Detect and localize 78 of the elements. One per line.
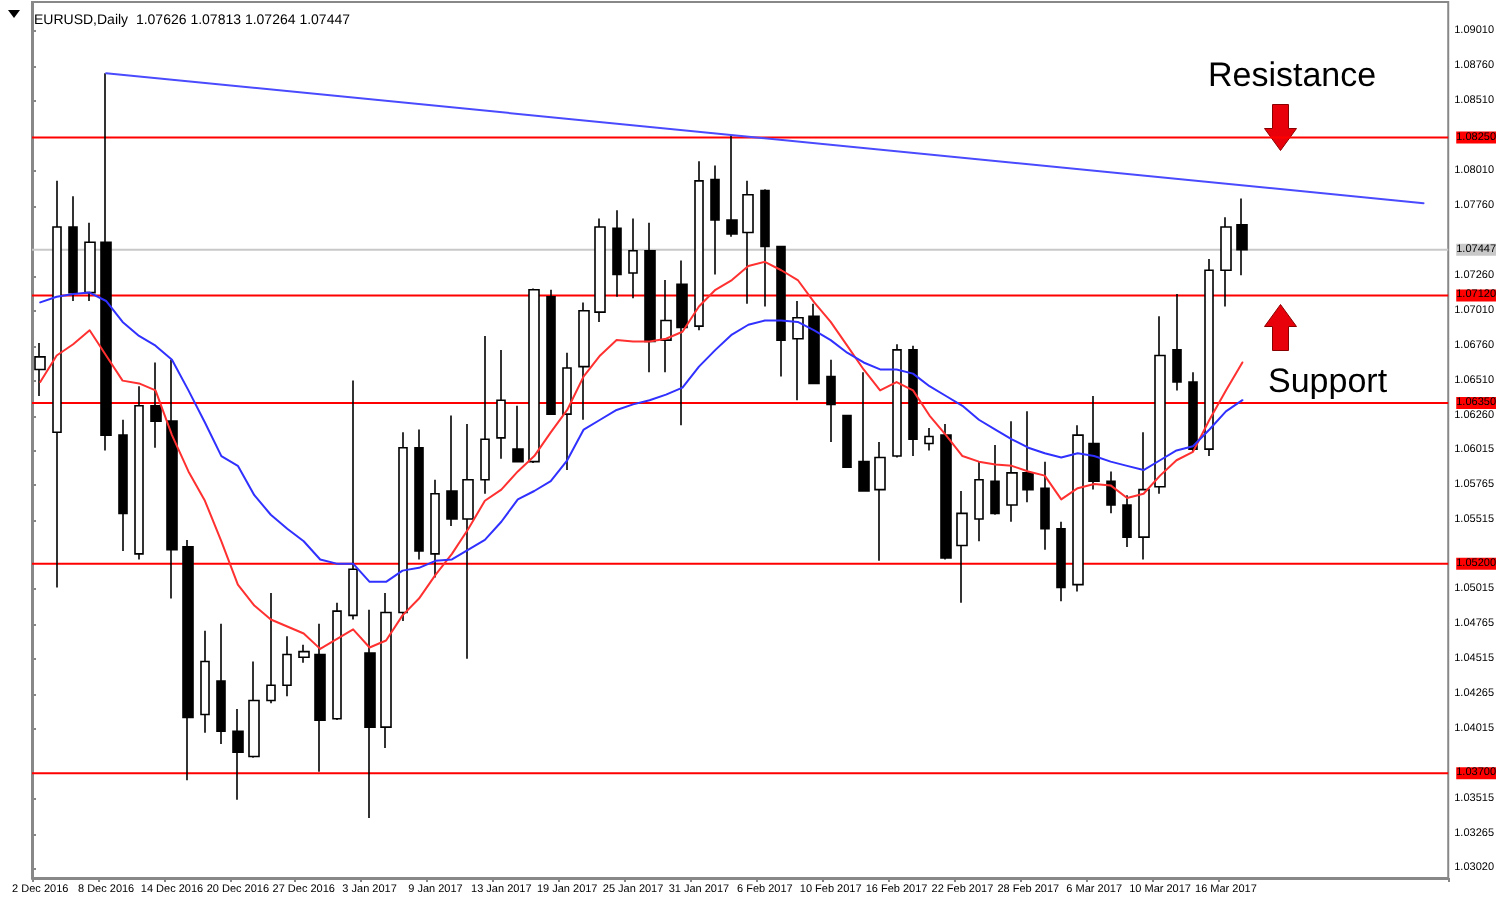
candlestick bbox=[858, 371, 870, 492]
candlestick bbox=[676, 259, 688, 427]
candlestick bbox=[842, 414, 852, 469]
candlestick bbox=[282, 635, 292, 698]
candlestick bbox=[908, 344, 918, 457]
candlestick bbox=[660, 279, 672, 374]
candlestick bbox=[52, 180, 62, 589]
candlestick bbox=[480, 335, 490, 495]
candlestick bbox=[1088, 395, 1100, 491]
candlestick bbox=[68, 195, 78, 302]
candlestick bbox=[990, 444, 1000, 516]
candlestick bbox=[216, 622, 226, 745]
candlestick bbox=[594, 217, 606, 323]
candlestick bbox=[1188, 371, 1198, 453]
candlestick bbox=[1172, 293, 1182, 392]
candlestick bbox=[150, 361, 162, 449]
candlestick bbox=[776, 245, 786, 378]
candlestick bbox=[742, 180, 754, 305]
candlestick bbox=[34, 342, 46, 397]
candlestick bbox=[792, 300, 804, 401]
candlestick bbox=[84, 221, 96, 302]
candlestick bbox=[166, 358, 178, 600]
candlestick bbox=[232, 708, 244, 801]
candlestick bbox=[760, 188, 770, 308]
candlestick bbox=[200, 629, 210, 734]
line-series bbox=[39, 260, 1244, 650]
candlestick bbox=[528, 287, 540, 464]
candlestick bbox=[298, 643, 310, 664]
candlestick bbox=[414, 428, 424, 561]
candlestick bbox=[644, 221, 656, 374]
candlestick bbox=[496, 349, 506, 460]
annotation: Resistance bbox=[1208, 56, 1377, 94]
candlestick bbox=[1122, 494, 1132, 548]
candlestick bbox=[1072, 424, 1084, 593]
candlestick bbox=[562, 351, 572, 471]
candlestick bbox=[332, 601, 342, 721]
candlestick bbox=[118, 418, 128, 552]
candlestick bbox=[612, 209, 622, 298]
candlestick bbox=[134, 385, 144, 561]
candlestick bbox=[348, 379, 358, 621]
candlestick bbox=[398, 431, 408, 622]
line-series bbox=[39, 291, 1244, 583]
candlestick bbox=[1056, 520, 1066, 603]
candlestick bbox=[694, 160, 704, 332]
annotation: Support bbox=[1268, 362, 1388, 400]
candlestick bbox=[380, 592, 392, 749]
candlestick bbox=[710, 164, 720, 276]
candlestick bbox=[100, 72, 112, 452]
candlestick bbox=[974, 460, 984, 543]
candlestick bbox=[940, 423, 952, 561]
candlestick bbox=[430, 479, 440, 579]
candlestick bbox=[266, 592, 276, 705]
candlestick bbox=[826, 358, 836, 443]
candlestick bbox=[1138, 431, 1150, 561]
candlestick bbox=[1040, 460, 1050, 551]
candlestick bbox=[628, 217, 638, 299]
candlestick bbox=[546, 289, 556, 415]
candlestick bbox=[1106, 470, 1116, 515]
candlestick bbox=[578, 301, 590, 421]
candlestick bbox=[892, 343, 902, 459]
candlestick bbox=[248, 660, 260, 759]
candlestick bbox=[1022, 410, 1034, 503]
candlestick bbox=[182, 539, 194, 781]
candlestick bbox=[1236, 197, 1248, 277]
candlestick bbox=[1204, 258, 1214, 457]
candlestick bbox=[924, 427, 934, 452]
candlestick bbox=[1154, 315, 1166, 495]
candlestick bbox=[364, 608, 376, 819]
candlestick bbox=[314, 622, 326, 773]
candlestick bbox=[446, 414, 458, 527]
candlestick bbox=[874, 441, 886, 562]
candlestick bbox=[462, 423, 474, 660]
candlestick bbox=[808, 302, 820, 385]
candlestick bbox=[956, 490, 968, 604]
candlestick bbox=[726, 133, 738, 238]
candlestick bbox=[1006, 420, 1018, 523]
candlestick bbox=[512, 404, 524, 463]
candlestick bbox=[1220, 216, 1232, 308]
